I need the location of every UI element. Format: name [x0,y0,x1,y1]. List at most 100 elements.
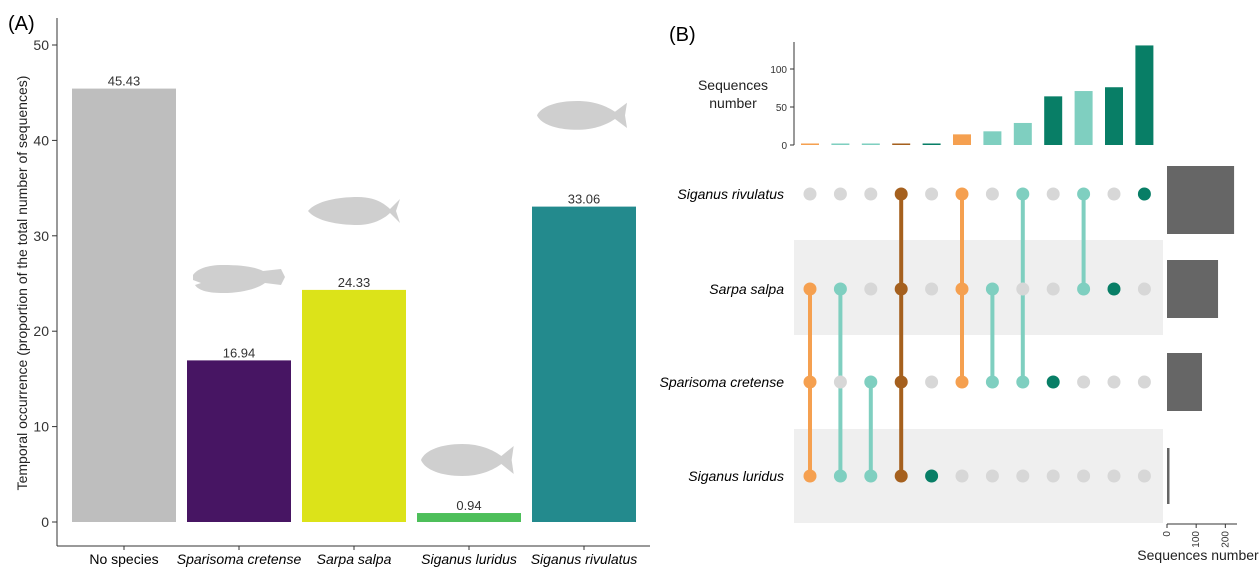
matrix-dot-active [955,282,969,296]
matrix-dot-inactive [1107,187,1121,201]
y-axis-title: Temporal occurrence (proportion of the t… [14,76,30,491]
matrix-dot-inactive [1107,375,1121,389]
matrix-dot-active [1016,375,1030,389]
parrotfish-silhouette-icon [193,265,285,293]
matrix-dot-inactive [864,282,878,296]
x-category-label: Siganus luridus [421,551,517,567]
y-tick-label: 40 [33,132,49,148]
x-category-label: No species [89,551,158,567]
matrix-dot-inactive [1016,469,1030,483]
intersection-bar [953,134,971,145]
matrix-dot-inactive [1137,282,1151,296]
matrix-dot-inactive [1046,187,1060,201]
matrix-dot-active [1016,187,1030,201]
x-category-label: Sarpa salpa [317,551,392,567]
y-tick-label: 0 [41,514,49,530]
set-size-bar [1167,353,1202,411]
matrix-dot-active [955,187,969,201]
x-category-label: Sparisoma cretense [177,551,302,567]
matrix-dot-inactive [1137,375,1151,389]
matrix-dot-active [1046,375,1060,389]
matrix-band [794,240,1163,335]
rabbitfish-silhouette-icon [421,444,514,476]
matrix-dot-active [803,469,817,483]
panel-a-label: (A) [8,13,35,35]
bar [532,206,636,522]
set-size-tick-label: 200 [1220,531,1231,548]
bar-value-label: 16.94 [223,345,256,360]
matrix-dot-active [803,375,817,389]
matrix-dot-active [1077,282,1091,296]
matrix-dot-active [1077,187,1091,201]
intersection-bar [861,143,880,145]
intersection-bar [892,143,911,145]
set-size-bar [1167,448,1170,504]
matrix-dot-inactive [864,187,878,201]
y-tick-label: 50 [33,37,49,53]
panel-b-label: (B) [669,24,696,46]
intersection-axis-title: Sequences [698,77,768,93]
bar-value-label: 33.06 [568,192,601,207]
y-tick-label: 10 [33,419,49,435]
bar-value-label: 0.94 [456,498,481,513]
set-size-bar [1167,166,1235,234]
matrix-dot-inactive [925,375,939,389]
y-tick-label: 20 [33,323,49,339]
matrix-dot-active [1137,187,1151,201]
matrix-dot-active [864,375,878,389]
matrix-dot-inactive [1046,469,1060,483]
set-label: Sarpa salpa [709,281,784,297]
matrix-dot-inactive [1077,375,1091,389]
bar [72,88,176,522]
set-size-bar [1167,260,1219,318]
intersection-bar [983,131,1002,145]
matrix-dot-active [985,282,999,296]
matrix-dot-active [955,375,969,389]
intersection-y-tick-label: 50 [776,103,788,114]
intersection-y-tick-label: 0 [781,141,787,152]
matrix-dot-active [894,469,908,483]
y-tick-label: 30 [33,228,49,244]
matrix-dot-inactive [1046,282,1060,296]
bar [417,513,521,522]
intersection-bar [1105,87,1123,145]
intersection-bar [922,143,941,145]
bar-value-label: 24.33 [338,275,371,290]
matrix-dot-active [894,187,908,201]
matrix-dot-inactive [925,187,939,201]
matrix-dot-active [925,469,939,483]
set-size-axis-title: Sequences number [1137,547,1259,563]
matrix-dot-active [833,282,847,296]
bream-silhouette-icon [308,197,400,225]
matrix-dot-active [833,469,847,483]
matrix-dot-inactive [985,187,999,201]
set-label: Siganus rivulatus [677,186,784,202]
matrix-dot-inactive [833,375,847,389]
matrix-dot-active [864,469,878,483]
bar-value-label: 45.43 [108,74,141,89]
matrix-dot-inactive [985,469,999,483]
matrix-dot-inactive [803,187,817,201]
intersection-y-tick-label: 100 [770,65,787,76]
intersection-bar [1044,96,1063,145]
bar [302,289,406,522]
set-label: Siganus luridus [688,468,784,484]
set-size-tick-label: 0 [1162,531,1173,537]
set-label: Sparisoma cretense [659,374,784,390]
set-size-tick-label: 100 [1191,531,1202,548]
intersection-bar [1074,91,1093,145]
matrix-dot-inactive [1077,469,1091,483]
matrix-dot-inactive [1137,469,1151,483]
intersection-axis-title: number [709,95,757,111]
matrix-dot-active [894,282,908,296]
intersection-bar [801,143,819,145]
matrix-band [794,429,1163,523]
rabbitfish-silhouette-icon [537,101,627,130]
panel-b: (B) Siganus rivulatus Sarpa salpa Sparisoma… [659,24,1259,563]
matrix-dot-active [803,282,817,296]
panel-a: (A) 0 10 20 30 40 50 Temporal occurrence (propo… [8,13,650,567]
x-category-label: Siganus rivulatus [531,551,638,567]
matrix-dot-inactive [1016,282,1030,296]
matrix-dot-inactive [955,469,969,483]
